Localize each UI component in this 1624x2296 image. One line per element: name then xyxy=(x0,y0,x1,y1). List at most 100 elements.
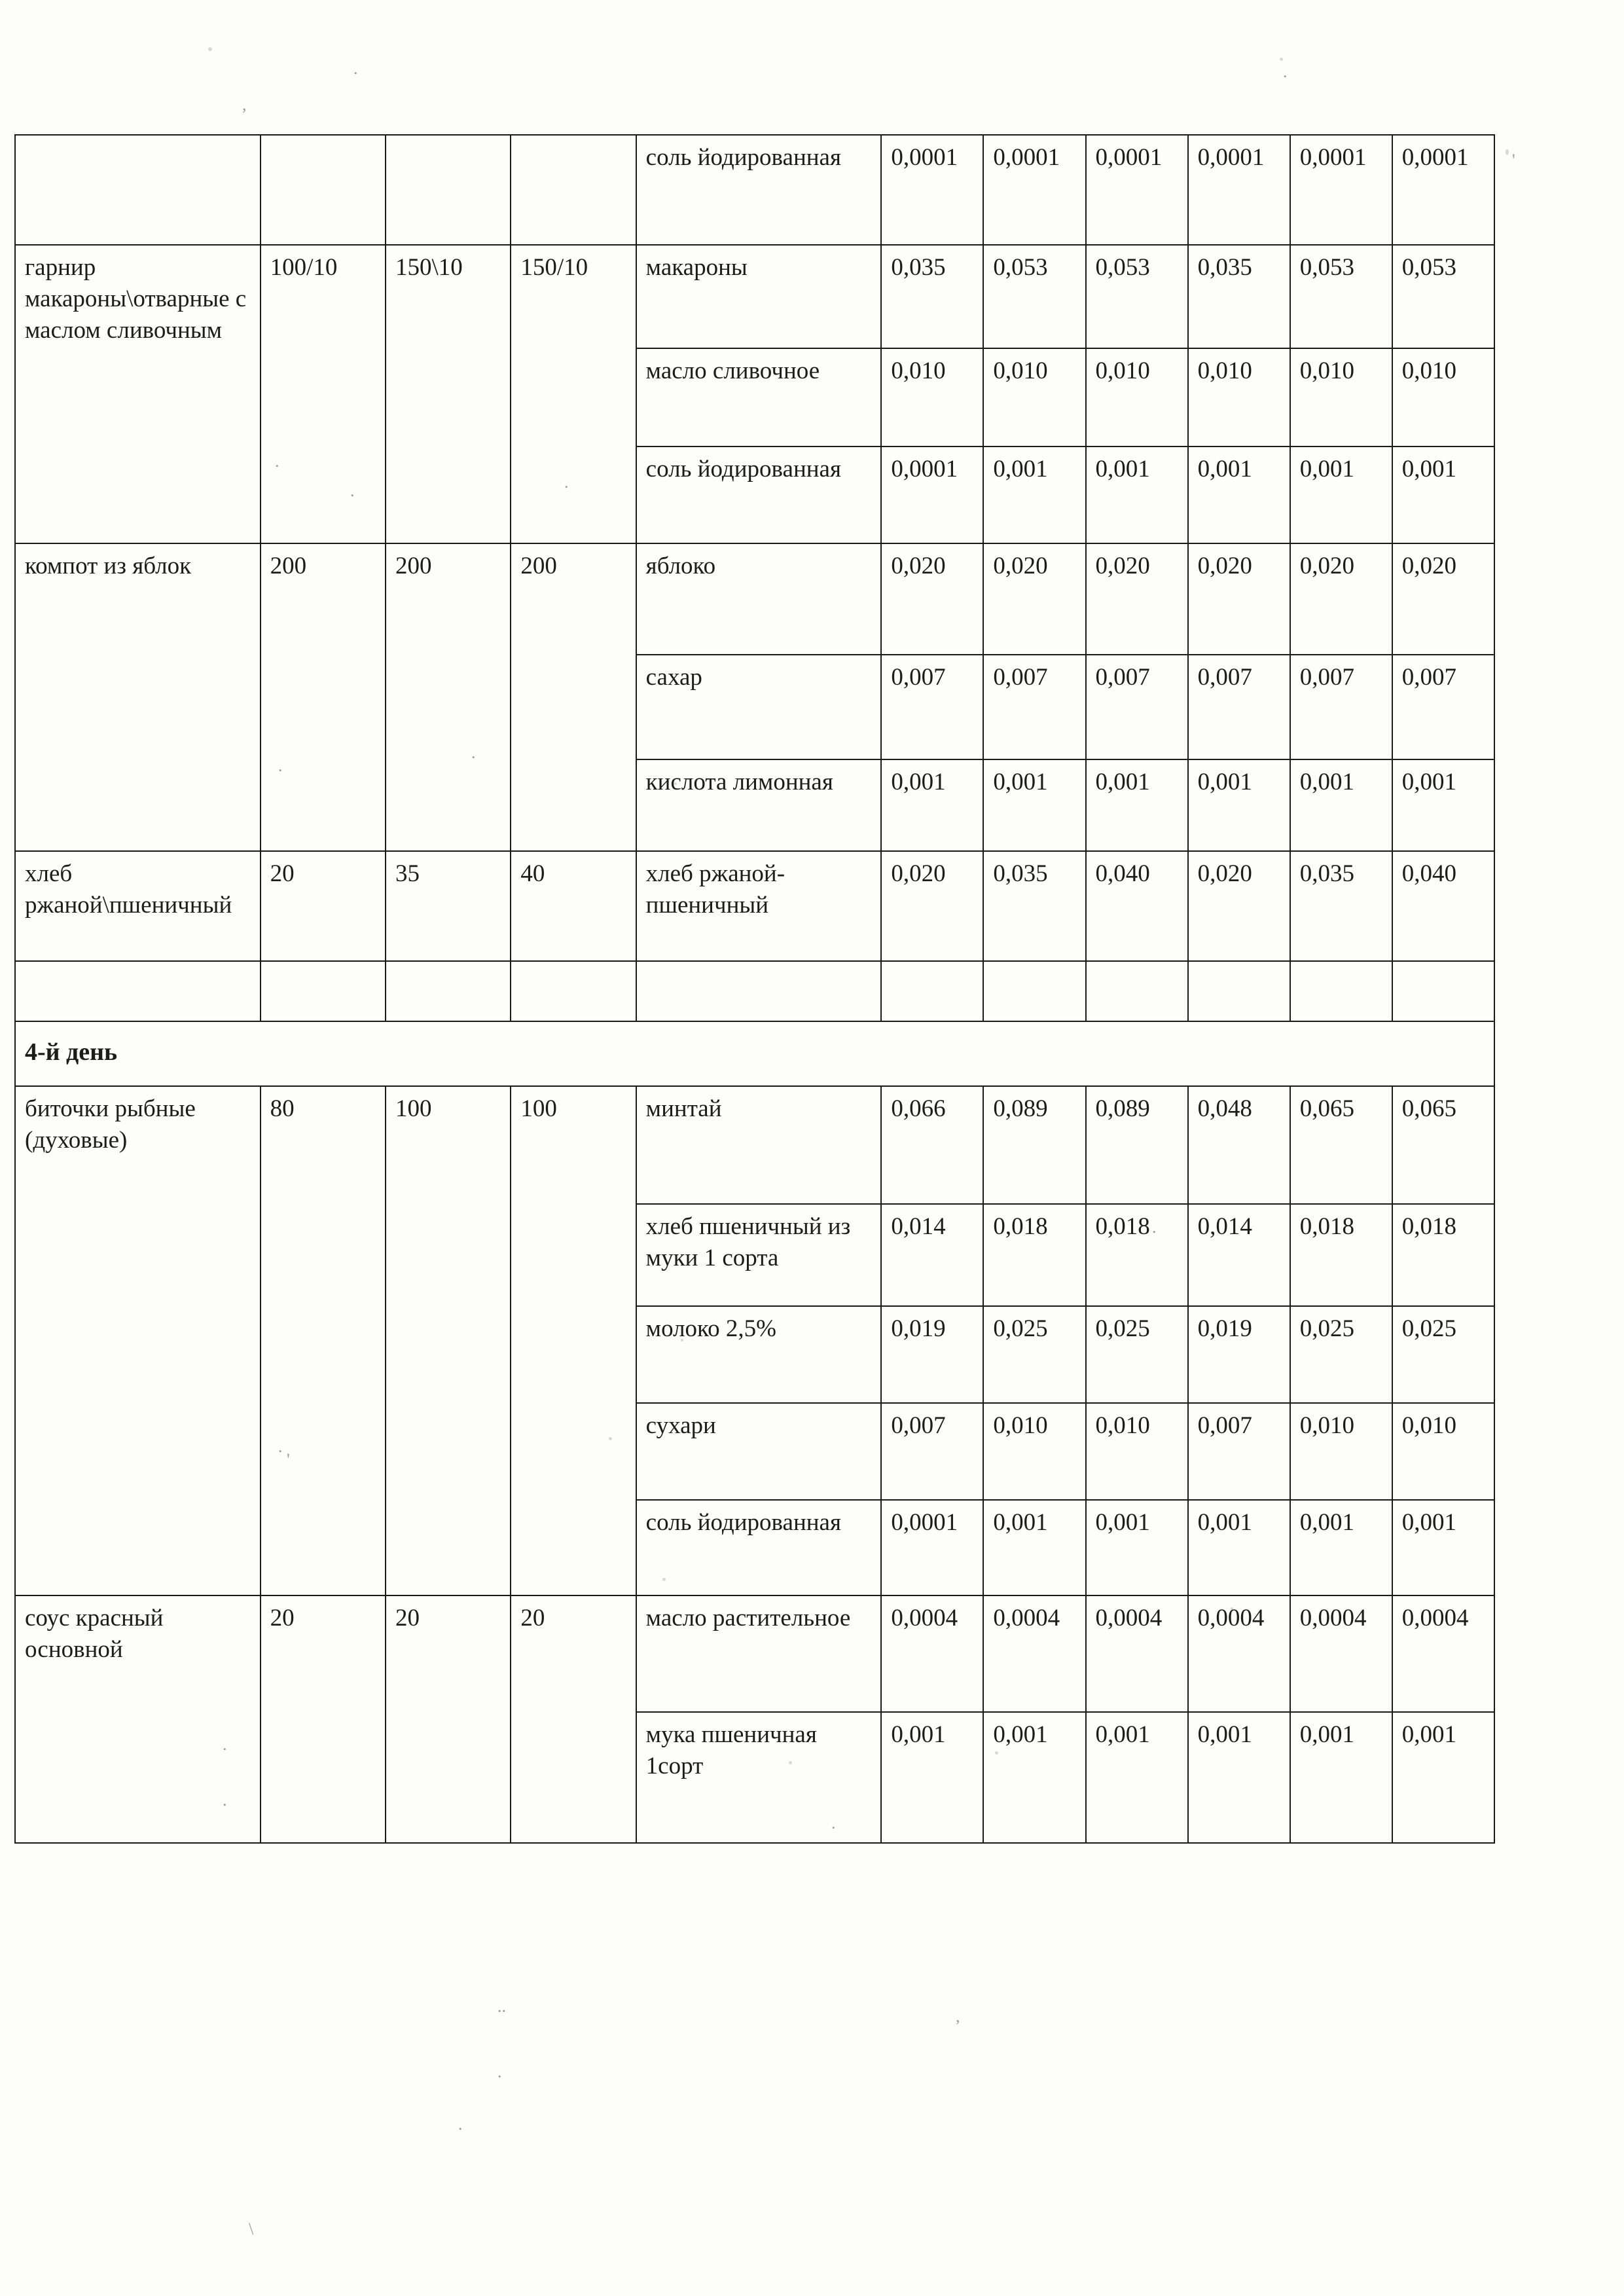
value-cell: 0,001 xyxy=(1391,1499,1496,1597)
value-cell: 0,010 xyxy=(1289,348,1393,447)
value-cell: 0,007 xyxy=(880,1402,984,1501)
value-cell: 0,065 xyxy=(1391,1085,1496,1205)
value-cell: 0,001 xyxy=(983,1711,1087,1844)
value-cell: 0,035 xyxy=(880,244,984,349)
value-cell: 0,001 xyxy=(983,446,1087,544)
value-cell: 0,001 xyxy=(1085,1711,1189,1844)
scan-speck xyxy=(1280,58,1283,61)
scan-artifact: . xyxy=(278,1437,283,1456)
empty-cell xyxy=(1289,960,1393,1022)
scan-speck xyxy=(1231,1607,1233,1610)
empty-cell xyxy=(14,960,261,1022)
dish-cell xyxy=(14,134,261,246)
value-cell: 0,0004 xyxy=(1085,1595,1189,1713)
day-header-label: 4-й день xyxy=(14,1020,1495,1087)
value-cell: 0,001 xyxy=(1085,446,1189,544)
value-cell: 0,001 xyxy=(1391,759,1496,852)
value-cell: 0,053 xyxy=(983,244,1087,349)
value-cell: 0,007 xyxy=(1085,654,1189,760)
value-cell: 0,007 xyxy=(1391,654,1496,760)
value-cell: 0,010 xyxy=(1391,1402,1496,1501)
value-cell: 0,020 xyxy=(880,850,984,962)
value-cell: 0,007 xyxy=(880,654,984,760)
value-cell: 0,007 xyxy=(983,654,1087,760)
value-cell: 0,001 xyxy=(1289,759,1393,852)
scan-speck xyxy=(208,47,212,51)
value-cell: 0,019 xyxy=(1187,1305,1291,1404)
portion-cell-1: 20 xyxy=(259,1595,386,1844)
empty-cell xyxy=(1085,960,1189,1022)
scan-artifact: . xyxy=(471,743,476,762)
value-cell: 0,025 xyxy=(1289,1305,1393,1404)
portion-cell-3: 150/10 xyxy=(510,244,637,544)
table-row: сухари 0,007 0,010 0,010 0,007 0,010 0,0… xyxy=(15,1402,1496,1501)
value-cell: 0,025 xyxy=(1085,1305,1189,1404)
table-row: соль йодированная 0,0001 0,001 0,001 0,0… xyxy=(15,1499,1496,1597)
value-cell: 0,001 xyxy=(1187,1711,1291,1844)
value-cell: 0,0004 xyxy=(880,1595,984,1713)
value-cell: 0,001 xyxy=(1289,1499,1393,1597)
value-cell: 0,001 xyxy=(1289,1711,1393,1844)
portion-cell-3 xyxy=(510,134,637,246)
empty-row xyxy=(14,960,1496,1022)
value-cell: 0,010 xyxy=(1391,348,1496,447)
value-cell: 0,089 xyxy=(1085,1085,1189,1205)
empty-cell xyxy=(384,960,512,1022)
scan-speck xyxy=(681,1339,683,1341)
portion-cell-1: 20 xyxy=(259,850,386,962)
value-cell: 0,010 xyxy=(1085,348,1189,447)
table-row: хлеб пшеничный из муки 1 сорта 0,014 0,0… xyxy=(15,1203,1496,1307)
scan-artifact: .. xyxy=(497,1997,506,2016)
value-cell: 0,001 xyxy=(1187,759,1291,852)
portion-cell-2 xyxy=(384,134,512,246)
value-cell: 0,010 xyxy=(1187,348,1291,447)
portion-cell-2: 150\10 xyxy=(384,244,512,544)
ingredient-cell: мука пшеничная 1сорт xyxy=(635,1711,882,1844)
scan-artifact: . xyxy=(564,473,569,492)
scan-artifact: . xyxy=(1283,62,1288,81)
value-cell: 0,001 xyxy=(880,1711,984,1844)
value-cell: 0,066 xyxy=(880,1085,984,1205)
portion-cell-3: 40 xyxy=(510,850,637,962)
scan-artifact: . xyxy=(831,1813,836,1832)
value-cell: 0,001 xyxy=(1391,446,1496,544)
table-row: кислота лимонная 0,001 0,001 0,001 0,001… xyxy=(15,759,1496,852)
portion-cell-3: 20 xyxy=(510,1595,637,1844)
value-cell: 0,053 xyxy=(1085,244,1189,349)
table-row: соль йодированная 0,0001 0,001 0,001 0,0… xyxy=(15,446,1496,544)
portion-cell-1: 80 xyxy=(259,1085,386,1597)
table-body: соль йодированная 0,0001 0,0001 0,0001 0… xyxy=(14,134,1496,1844)
value-cell: 0,001 xyxy=(1391,1711,1496,1844)
value-cell: 0,020 xyxy=(1187,543,1291,655)
value-cell: 0,025 xyxy=(983,1305,1087,1404)
value-cell: 0,0001 xyxy=(880,446,984,544)
value-cell: 0,001 xyxy=(1289,446,1393,544)
scan-artifact: . xyxy=(353,59,358,78)
value-cell: 0,0004 xyxy=(1289,1595,1393,1713)
value-cell: 0,0004 xyxy=(1391,1595,1496,1713)
table-row: хлеб ржаной\пшеничный 20 35 40 хлеб ржан… xyxy=(14,850,1496,962)
ingredient-cell: сахар xyxy=(635,654,882,760)
portion-cell-2: 20 xyxy=(384,1595,512,1844)
ingredient-cell: сухари xyxy=(635,1402,882,1501)
scan-artifact: . xyxy=(278,756,283,775)
scan-speck xyxy=(995,1751,998,1755)
value-cell: 0,053 xyxy=(1289,244,1393,349)
ingredient-cell: соль йодированная xyxy=(635,134,882,246)
empty-cell xyxy=(983,960,1087,1022)
value-cell: 0,0001 xyxy=(880,134,984,246)
scan-artifact: , xyxy=(242,95,247,114)
value-cell: 0,040 xyxy=(1391,850,1496,962)
value-cell: 0,010 xyxy=(1085,1402,1189,1501)
ingredient-cell: хлеб ржаной-пшеничный xyxy=(635,850,882,962)
table-row: компот из яблок 200 200 200 яблоко 0,020… xyxy=(14,543,1496,852)
dish-cell: хлеб ржаной\пшеничный xyxy=(14,850,261,962)
empty-cell xyxy=(1391,960,1496,1022)
value-cell: 0,089 xyxy=(983,1085,1087,1205)
value-cell: 0,007 xyxy=(1289,654,1393,760)
ingredient-cell: кислота лимонная xyxy=(635,759,882,852)
value-cell: 0,010 xyxy=(983,348,1087,447)
value-cell: 0,001 xyxy=(1187,1499,1291,1597)
value-cell: 0,048 xyxy=(1187,1085,1291,1205)
